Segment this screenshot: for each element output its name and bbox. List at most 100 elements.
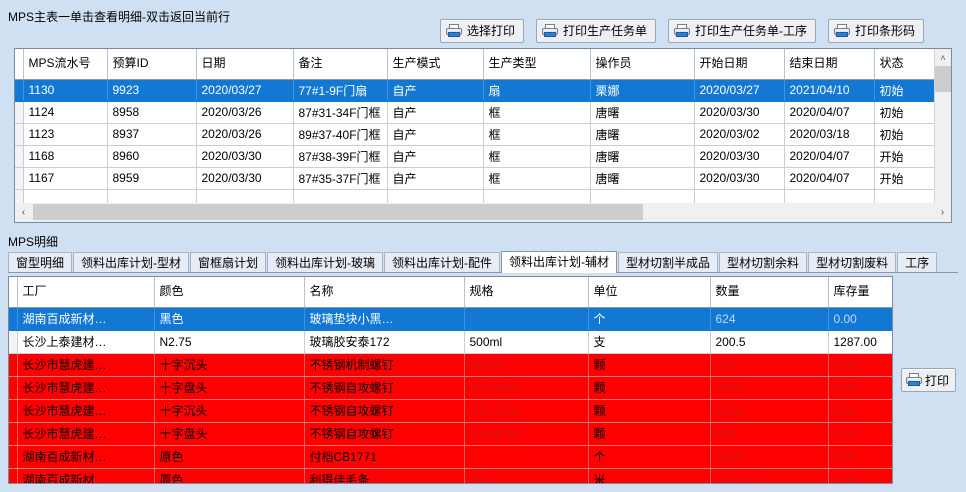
table-cell[interactable]: ST3.9*50	[464, 376, 589, 400]
tab-3[interactable]: 窗框扇计划	[190, 252, 267, 272]
table-cell[interactable]: 9923	[107, 79, 197, 102]
table-cell[interactable]: 1123	[23, 123, 108, 146]
tab-4[interactable]: 领料出库计划-玻璃	[267, 252, 384, 272]
table-cell[interactable]: 十字沉头	[154, 399, 305, 423]
table-cell[interactable]: 89#37-40F门框	[293, 123, 388, 146]
table-cell[interactable]: 框	[483, 123, 591, 146]
table-row[interactable]: 1123 8937 2020/03/26 89#37-40F门框 自产框唐曙 2020/0…	[15, 123, 947, 146]
table-cell[interactable]: 扇	[483, 79, 591, 102]
table-cell[interactable]: 1248	[710, 399, 829, 423]
table-cell[interactable]: 1130	[23, 79, 108, 102]
row-header-cell[interactable]	[9, 399, 18, 423]
table-row[interactable]: 1130 9923 2020/03/27 77#1-9F门扇 自产扇栗娜 2020/03/…	[15, 79, 947, 102]
table-cell[interactable]: 87#38-39F门框	[293, 145, 388, 168]
detail-column-header[interactable]: 规格	[464, 277, 589, 308]
table-cell[interactable]: 不锈钢自攻螺钉	[304, 376, 465, 400]
detail-column-header[interactable]: 数量	[710, 277, 829, 308]
table-cell[interactable]: N2.75	[154, 330, 305, 354]
table-cell[interactable]: 2020/03/18	[784, 123, 875, 146]
table-cell[interactable]: 2020/03/30	[196, 167, 294, 190]
table-row[interactable]: 1168 8960 2020/03/30 87#38-39F门框 自产框唐曙 2020/0…	[15, 145, 947, 168]
row-header-cell[interactable]	[15, 167, 24, 190]
table-row[interactable]: 1124 8958 2020/03/26 87#31-34F门框 自产框唐曙 2020/0…	[15, 101, 947, 124]
tab-10[interactable]: 工序	[897, 252, 938, 272]
detail-column-header[interactable]: 工厂	[17, 277, 155, 308]
table-cell[interactable]: M4*25	[464, 353, 589, 377]
table-cell[interactable]: 77#1-9F门扇	[293, 79, 388, 102]
mps-main-table[interactable]: MPS流水号 预算ID 日期 备注 生产模式 生产类型 操作员 开始日期 结束日期 状态 1130 9…	[14, 48, 952, 218]
table-cell[interactable]: 1167	[23, 167, 108, 190]
scroll-right-arrow-icon[interactable]: ›	[940, 206, 945, 218]
table-cell[interactable]: 自产	[387, 145, 484, 168]
table-cell[interactable]: 颗	[588, 422, 711, 446]
table-cell[interactable]: 500ml	[464, 330, 589, 354]
table-cell[interactable]: 不锈钢机制螺钉	[304, 353, 465, 377]
table-cell[interactable]: 2020/03/02	[694, 123, 785, 146]
table-cell[interactable]: 2021/04/10	[784, 79, 875, 102]
table-cell[interactable]: 8960	[107, 145, 197, 168]
table-cell[interactable]: 颗	[588, 399, 711, 423]
table-cell[interactable]: 不锈钢自攻螺钉	[304, 422, 465, 446]
tab-7[interactable]: 型材切割半成品	[618, 252, 719, 272]
horizontal-scroll-thumb[interactable]	[33, 204, 643, 220]
main-column-header[interactable]: 日期	[196, 49, 294, 80]
scroll-left-arrow-icon[interactable]: ‹	[21, 206, 26, 218]
table-cell[interactable]: 黑色	[154, 307, 305, 331]
table-cell[interactable]: 米	[588, 468, 711, 483]
print-production-order-process-button[interactable]: 打印生产任务单-工序	[668, 19, 817, 43]
table-cell[interactable]: 个	[588, 307, 711, 331]
table-cell[interactable]: 玻璃垫块小黑…	[304, 307, 465, 331]
detail-table[interactable]: 工厂颜色名称规格单位数量库存量使用地点湖南百成新材…黑色玻璃垫块小黑…个6240…	[8, 276, 893, 484]
table-cell[interactable]: 1168	[23, 145, 108, 168]
table-row[interactable]: 长沙上泰建材…N2.75玻璃胶安泰172500ml支200.51287.00工厂…	[9, 330, 892, 354]
table-cell[interactable]: 0.00	[828, 399, 892, 423]
print-production-order-button[interactable]: 打印生产任务单	[536, 19, 657, 43]
select-print-button[interactable]: 选择打印	[440, 19, 525, 43]
table-cell[interactable]: 2020/04/07	[784, 101, 875, 124]
table-cell[interactable]: 颗	[588, 353, 711, 377]
table-cell[interactable]: 自产	[387, 101, 484, 124]
row-header-cell[interactable]	[15, 123, 24, 146]
table-cell[interactable]: 十字盘头	[154, 422, 305, 446]
table-cell[interactable]: 624	[710, 307, 829, 331]
table-cell[interactable]: 长沙市慧虎建…	[17, 399, 155, 423]
table-cell[interactable]: 十字沉头	[154, 353, 305, 377]
table-cell[interactable]: 200.5	[710, 330, 829, 354]
row-header-cell[interactable]	[9, 330, 18, 354]
table-cell[interactable]: 长沙上泰建材…	[17, 330, 155, 354]
table-cell[interactable]: 2020/03/26	[196, 123, 294, 146]
row-header-cell[interactable]	[15, 101, 24, 124]
table-cell[interactable]: 1124	[23, 101, 108, 124]
table-cell[interactable]: 0.00	[828, 422, 892, 446]
table-cell[interactable]: 自产	[387, 79, 484, 102]
table-cell[interactable]	[464, 445, 589, 469]
row-header-cell[interactable]	[9, 422, 18, 446]
table-cell[interactable]: ST4.2*32	[464, 422, 589, 446]
row-header-cell[interactable]	[9, 307, 18, 331]
table-cell[interactable]: ST4.2*16	[464, 399, 589, 423]
main-table-vertical-scrollbar[interactable]: ˄ ˅	[934, 49, 951, 217]
table-cell[interactable]: 8959	[107, 167, 197, 190]
table-cell[interactable]: 0.00	[828, 445, 892, 469]
table-cell[interactable]: 0.00	[828, 353, 892, 377]
table-cell[interactable]: 框	[483, 101, 591, 124]
print-barcode-button[interactable]: 打印条形码	[828, 19, 925, 43]
row-header-cell[interactable]	[9, 376, 18, 400]
table-cell[interactable]: 长沙市慧虎建…	[17, 422, 155, 446]
detail-column-header[interactable]: 单位	[588, 277, 711, 308]
row-header-cell[interactable]	[15, 145, 24, 168]
table-cell[interactable]: 框	[483, 145, 591, 168]
table-cell[interactable]: 唐曙	[590, 123, 695, 146]
table-cell[interactable]: 玻璃胶安泰172	[304, 330, 465, 354]
table-cell[interactable]: 8958	[107, 101, 197, 124]
main-column-header[interactable]: 结束日期	[784, 49, 875, 80]
table-cell[interactable]: 原色	[154, 445, 305, 469]
table-cell[interactable]: 十字盘头	[154, 376, 305, 400]
table-cell[interactable]: 栗娜	[590, 79, 695, 102]
table-cell[interactable]: 付档CB1771	[304, 445, 465, 469]
tab-6[interactable]: 领料出库计划-辅材	[501, 251, 618, 273]
main-column-header[interactable]: 操作员	[590, 49, 695, 80]
